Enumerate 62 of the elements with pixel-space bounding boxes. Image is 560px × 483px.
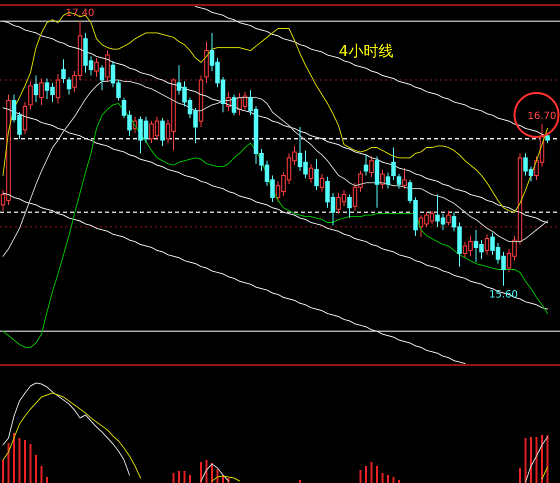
bar bbox=[2, 460, 4, 483]
annotation: 16.70 bbox=[528, 111, 556, 122]
bar bbox=[35, 455, 37, 483]
bar bbox=[398, 480, 400, 483]
candlestick bbox=[160, 118, 165, 147]
bar bbox=[184, 471, 186, 483]
bar bbox=[46, 477, 48, 483]
bar bbox=[370, 462, 372, 483]
bar bbox=[365, 466, 367, 483]
bar bbox=[18, 438, 20, 483]
candlestick bbox=[232, 94, 236, 116]
bar bbox=[8, 443, 10, 483]
candlestick bbox=[105, 50, 110, 82]
candlestick bbox=[320, 173, 324, 192]
bar bbox=[382, 473, 384, 483]
bar bbox=[24, 440, 26, 483]
bar bbox=[530, 437, 532, 483]
candlestick bbox=[391, 147, 396, 180]
bar bbox=[189, 475, 191, 483]
candlestick bbox=[314, 158, 319, 191]
candlestick bbox=[484, 234, 490, 256]
bar bbox=[30, 444, 32, 483]
candlestick bbox=[364, 154, 368, 176]
bar bbox=[216, 469, 218, 483]
text: 4小时线 bbox=[338, 42, 394, 60]
bar bbox=[519, 468, 521, 483]
bar bbox=[40, 466, 42, 483]
bar bbox=[13, 433, 15, 483]
candlestick bbox=[204, 41, 209, 84]
candlestick bbox=[545, 132, 550, 144]
candlestick bbox=[402, 168, 407, 190]
candlestick bbox=[61, 58, 66, 84]
candlestick bbox=[56, 74, 60, 104]
candlestick bbox=[100, 64, 104, 91]
candlestick bbox=[369, 156, 374, 178]
candlestick bbox=[347, 194, 352, 219]
bar bbox=[172, 473, 174, 483]
bar bbox=[200, 462, 202, 483]
candlestick bbox=[380, 169, 385, 190]
bar bbox=[299, 480, 301, 483]
bar bbox=[376, 466, 378, 483]
candlestick bbox=[396, 173, 402, 190]
candlestick bbox=[28, 80, 33, 110]
bar bbox=[387, 475, 389, 483]
bar bbox=[178, 471, 180, 483]
candlestick bbox=[198, 75, 204, 128]
bar bbox=[536, 437, 538, 483]
candlestick bbox=[34, 75, 38, 102]
bar bbox=[541, 435, 543, 483]
candlestick bbox=[386, 172, 390, 190]
bar bbox=[206, 460, 208, 483]
candlestick bbox=[374, 156, 380, 208]
bar bbox=[360, 470, 362, 483]
bar bbox=[546, 435, 548, 483]
bar bbox=[392, 477, 394, 483]
candlestick bbox=[308, 163, 314, 184]
candlestick bbox=[94, 57, 99, 78]
bar bbox=[524, 438, 526, 483]
candlestick bbox=[39, 78, 44, 106]
candlestick bbox=[446, 210, 451, 226]
candlestick bbox=[22, 101, 28, 135]
candlestick bbox=[66, 76, 72, 96]
